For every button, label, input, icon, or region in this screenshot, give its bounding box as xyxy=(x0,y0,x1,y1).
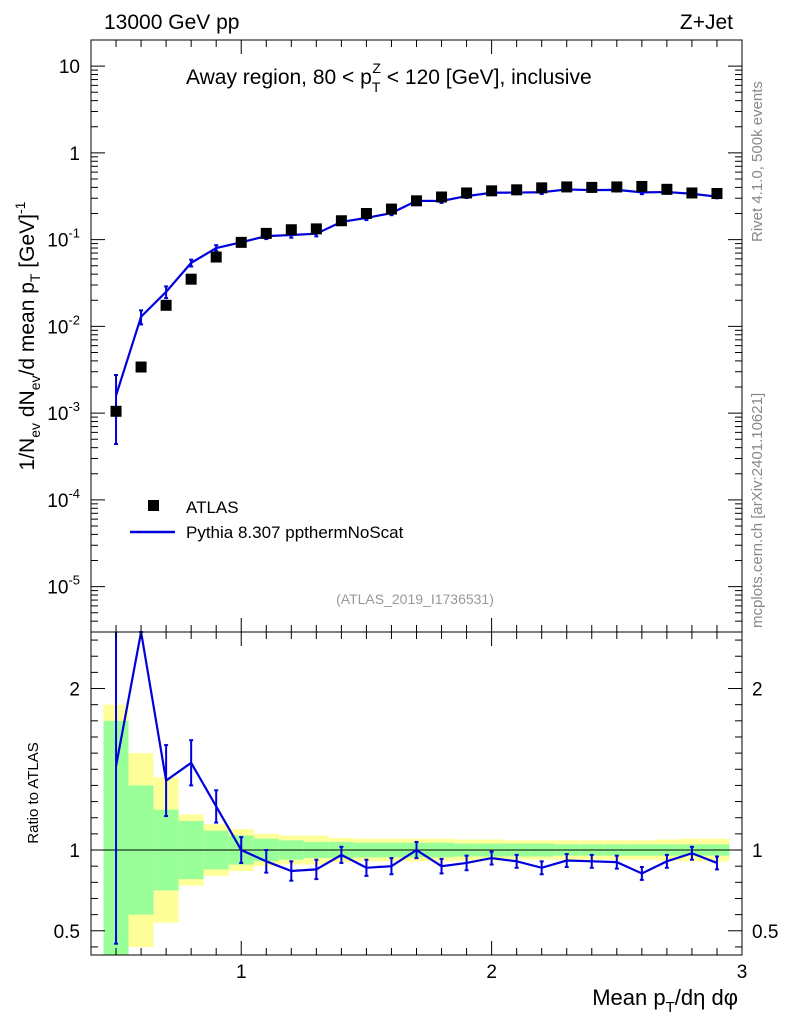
atlas-data-point xyxy=(611,181,623,193)
atlas-data-point xyxy=(360,208,372,220)
pythia-line xyxy=(114,188,718,396)
y-tick-label: 10 xyxy=(59,57,80,78)
header-energy: 13000 GeV pp xyxy=(104,11,239,34)
atlas-data-point xyxy=(661,183,673,195)
atlas-data-point xyxy=(335,215,347,227)
y-tick-label: 10-2 xyxy=(47,312,80,338)
ratio-data-layer xyxy=(91,631,742,955)
ratio-tick-label-right: 2 xyxy=(752,680,763,701)
ratio-tick-label: 0.5 xyxy=(54,922,80,943)
y-tick-label: 1 xyxy=(69,144,80,165)
plot-title: Away region, 80 < pTZ < 120 [GeV], inclu… xyxy=(186,60,592,95)
atlas-data-point xyxy=(285,224,297,236)
ratio-tick-label: 1 xyxy=(69,841,80,862)
atlas-data-point xyxy=(210,251,222,263)
atlas-data-point xyxy=(561,181,573,193)
atlas-data-point xyxy=(260,227,272,239)
atlas-data-point xyxy=(135,361,147,373)
header-process: Z+Jet xyxy=(680,11,733,34)
atlas-data-point xyxy=(185,273,197,285)
ratio-tick-label-right: 1 xyxy=(752,841,763,862)
atlas-data-point xyxy=(486,185,498,197)
ratio-frame xyxy=(90,631,743,956)
main-axes-layer: 10-5 10-4 10-3 10-2 10-1 1 10 xyxy=(47,39,743,633)
x-tick-label: 1 xyxy=(236,962,247,983)
atlas-data-point xyxy=(636,180,648,192)
y-tick-label: 10-1 xyxy=(47,226,80,252)
legend-atlas-label: ATLAS xyxy=(186,498,239,517)
ratio-panel: 1 2 30.5 0.51 12 2 Ratio to ATLAS xyxy=(25,631,778,983)
analysis-label: (ATLAS_2019_I1736531) xyxy=(336,591,494,607)
x-axis-label: Mean pT/dη dφ xyxy=(592,985,738,1016)
main-data-layer xyxy=(110,180,723,445)
atlas-data-point xyxy=(310,223,322,235)
x-tick-label: 2 xyxy=(486,962,497,983)
atlas-data-point xyxy=(235,236,247,248)
atlas-data-point xyxy=(461,187,473,199)
atlas-data-point xyxy=(411,195,422,207)
atlas-data-point xyxy=(110,405,122,417)
atlas-data-point xyxy=(686,187,698,199)
ratio-axes-layer: 1 2 30.5 0.51 12 2 xyxy=(54,632,778,983)
ratio-tick-label-right: 0.5 xyxy=(752,922,778,943)
main-panel: 10-5 10-4 10-3 10-2 10-1 1 10 Away region, 80 … xyxy=(12,39,743,633)
atlas-data-point xyxy=(536,182,548,194)
atlas-data-point xyxy=(160,299,172,311)
side-mcplots-label: mcplots.cern.ch [arXiv:2401.10621] xyxy=(749,393,766,628)
main-frame xyxy=(90,39,743,633)
ratio-y-axis-label: Ratio to ATLAS xyxy=(25,742,42,843)
atlas-data-point xyxy=(711,188,723,200)
y-tick-label: 10-5 xyxy=(47,573,80,599)
y-axis-label: 1/Nev dNev/d mean pT [GeV]-1 xyxy=(12,201,43,470)
atlas-data-point xyxy=(385,203,397,215)
y-tick-label: 10-3 xyxy=(47,399,80,425)
atlas-data-point xyxy=(586,181,598,193)
ratio-tick-label: 2 xyxy=(69,680,80,701)
legend-pythia-label: Pythia 8.307 ppthermNoScat xyxy=(186,523,404,542)
legend-atlas-marker xyxy=(148,500,159,511)
atlas-data-point xyxy=(436,191,448,203)
side-rivet-label: Rivet 4.1.0, 500k events xyxy=(749,81,766,242)
y-tick-label: 10-4 xyxy=(47,486,80,512)
atlas-data-point xyxy=(511,184,523,196)
x-tick-label: 3 xyxy=(737,962,748,983)
